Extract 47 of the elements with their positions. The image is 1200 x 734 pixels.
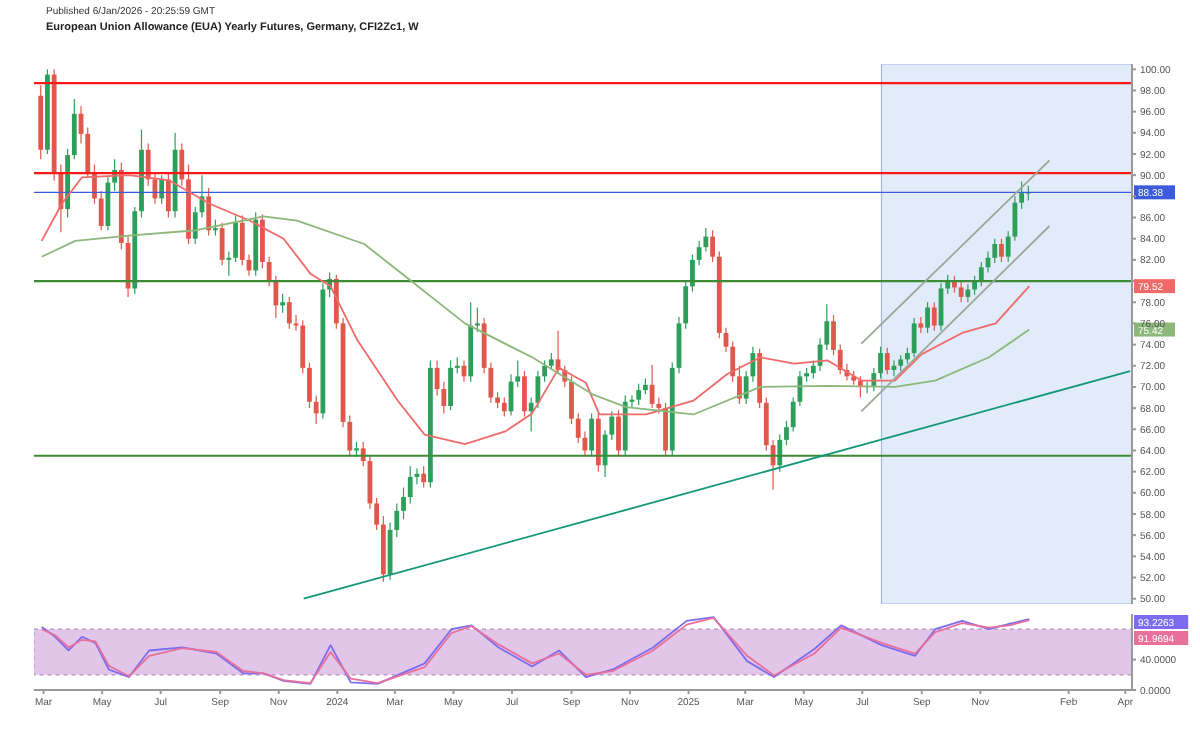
candlestick bbox=[233, 214, 238, 263]
candlestick bbox=[313, 394, 319, 425]
candlestick bbox=[421, 465, 427, 489]
candlestick bbox=[616, 409, 621, 457]
candlestick bbox=[300, 319, 306, 374]
candlestick bbox=[475, 306, 480, 333]
candlestick bbox=[448, 359, 453, 411]
candlestick bbox=[931, 301, 937, 332]
candlestick bbox=[965, 283, 971, 303]
candlestick bbox=[522, 370, 527, 418]
candlestick bbox=[649, 364, 655, 409]
candlestick bbox=[911, 317, 917, 358]
candlestick bbox=[636, 383, 642, 406]
candlestick bbox=[307, 361, 312, 409]
candlestick bbox=[159, 174, 165, 205]
line-series bbox=[40, 616, 1031, 685]
candlestick bbox=[179, 142, 185, 187]
candlestick bbox=[501, 396, 507, 418]
candlestick bbox=[737, 365, 742, 405]
candlestick bbox=[663, 402, 668, 457]
candlestick bbox=[958, 281, 964, 303]
line-series bbox=[40, 215, 1031, 416]
candlestick bbox=[206, 187, 212, 237]
candlestick bbox=[401, 486, 406, 520]
line-series bbox=[40, 174, 1031, 446]
candlestick bbox=[165, 172, 171, 219]
candlestick bbox=[777, 433, 783, 473]
candlestick bbox=[710, 229, 715, 263]
candlestick bbox=[98, 190, 104, 231]
candlestick bbox=[71, 98, 77, 160]
candlestick bbox=[925, 301, 930, 334]
candlestick bbox=[999, 238, 1004, 263]
candlestick bbox=[595, 412, 601, 473]
candlestick bbox=[784, 420, 789, 446]
candlestick bbox=[831, 314, 836, 356]
candlestick bbox=[226, 250, 232, 277]
candlestick bbox=[972, 275, 977, 296]
candlestick bbox=[219, 222, 225, 266]
candlestick bbox=[589, 412, 595, 457]
candlestick bbox=[837, 343, 843, 375]
candlestick bbox=[878, 346, 883, 380]
candlestick bbox=[407, 465, 413, 505]
candlestick bbox=[286, 296, 292, 330]
candlestick bbox=[280, 293, 285, 314]
candlestick bbox=[884, 347, 890, 375]
candlestick bbox=[569, 375, 574, 425]
candlestick bbox=[871, 367, 877, 392]
